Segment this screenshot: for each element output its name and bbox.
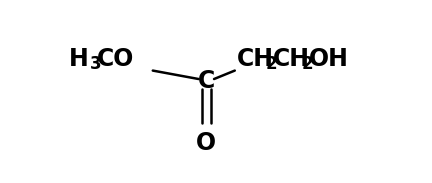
Text: 2: 2 [266, 55, 277, 73]
Text: O: O [196, 131, 216, 155]
Text: 3: 3 [90, 55, 102, 73]
Text: C: C [198, 69, 215, 93]
Text: CH: CH [236, 47, 273, 71]
Text: H: H [69, 47, 89, 71]
Text: CO: CO [97, 47, 134, 71]
Text: 2: 2 [302, 55, 314, 73]
Text: CH: CH [273, 47, 310, 71]
Text: OH: OH [309, 47, 349, 71]
